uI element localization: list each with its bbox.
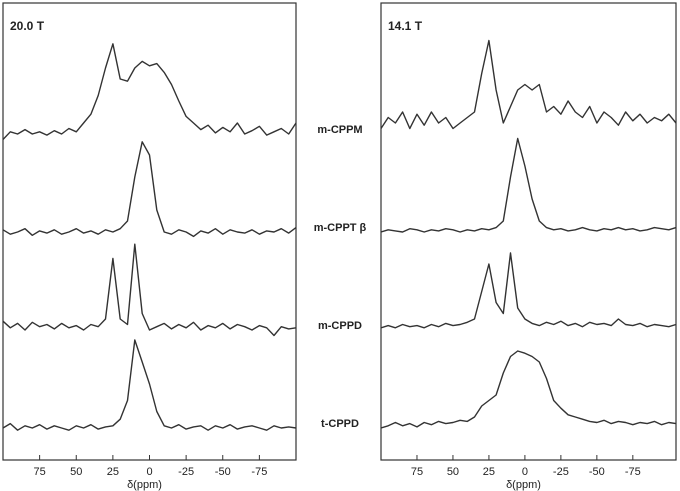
x-tick-label: -75 [625,466,641,478]
x-tick-label: 50 [447,466,459,478]
x-tick-label: 0 [522,466,528,478]
spectrum [2,339,297,431]
x-tick-label: 25 [107,466,119,478]
spectrum [380,350,677,429]
panel-frame [2,2,297,461]
x-tick-label: 75 [34,466,46,478]
x-axis-label: δ(ppm) [127,479,162,491]
x-tick-label: 0 [146,466,152,478]
x-tick-label: -50 [589,466,605,478]
spectrum [380,252,677,329]
x-tick-label: -50 [215,466,231,478]
x-tick-label: 50 [70,466,82,478]
panel-title: 14.1 T [388,19,423,33]
panel-title: 20.0 T [10,19,45,33]
spectrum [380,137,677,233]
series-label: t-CPPD [321,418,359,430]
spectrum [2,43,297,140]
x-tick-label: -75 [251,466,267,478]
series-label: m-CPPM [317,124,362,136]
spectrum [2,141,297,238]
series-label: m-CPPT β [314,222,367,234]
x-tick-label: -25 [553,466,569,478]
x-tick-label: 25 [483,466,495,478]
spectrum [2,243,297,337]
series-label: m-CPPD [318,320,362,332]
x-axis-label: δ(ppm) [506,479,541,491]
x-tick-label: 75 [411,466,423,478]
spectrum [380,39,677,130]
x-tick-label: -25 [178,466,194,478]
